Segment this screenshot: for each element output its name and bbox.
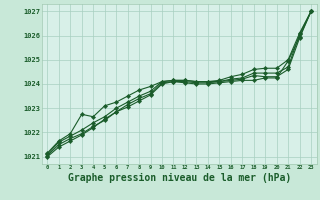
X-axis label: Graphe pression niveau de la mer (hPa): Graphe pression niveau de la mer (hPa) <box>68 173 291 183</box>
